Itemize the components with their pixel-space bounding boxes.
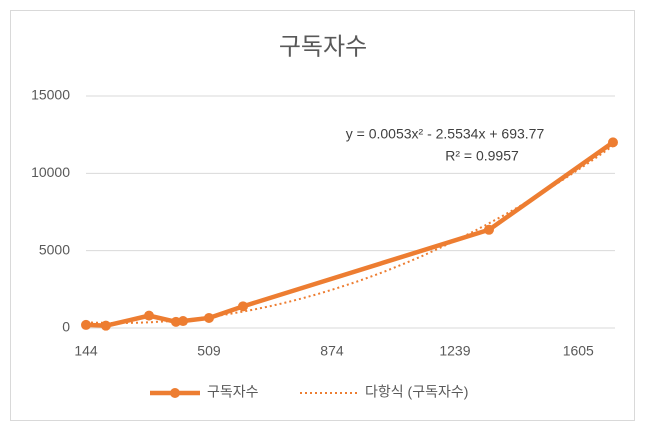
marker <box>178 316 189 327</box>
x-tick-label: 1605 <box>563 343 594 359</box>
x-tick-label: 874 <box>320 343 344 359</box>
marker <box>238 301 249 312</box>
marker <box>81 319 91 330</box>
y-tick-label: 10000 <box>31 164 70 180</box>
marker <box>607 137 618 148</box>
chart-border <box>10 10 635 421</box>
y-tick-label: 5000 <box>39 241 70 257</box>
r-squared: R² = 0.9957 <box>445 148 519 164</box>
x-tick-label: 509 <box>197 343 221 359</box>
y-tick-label: 0 <box>62 319 70 335</box>
legend-label: 구독자수 <box>207 384 259 400</box>
chart-title: 구독자수 <box>279 33 367 60</box>
marker <box>100 320 111 331</box>
x-tick-label: 1239 <box>439 343 470 359</box>
trend-equation: y = 0.0053x² - 2.5534x + 693.77 <box>346 126 545 142</box>
legend-label: 다항식 (구독자수) <box>365 384 468 400</box>
x-tick-label: 144 <box>74 343 98 359</box>
y-tick-label: 15000 <box>31 87 70 103</box>
marker <box>144 310 155 321</box>
legend-marker <box>170 388 180 398</box>
marker <box>483 224 494 235</box>
marker <box>203 312 214 323</box>
